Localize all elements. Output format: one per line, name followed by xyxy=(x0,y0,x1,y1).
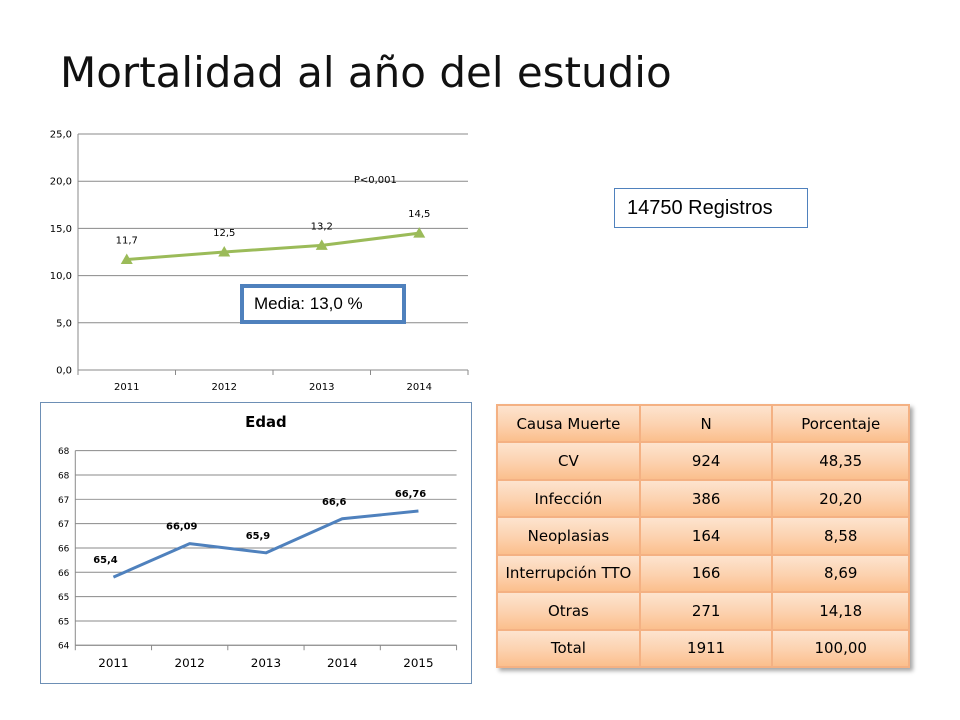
x-tick-label: 2014 xyxy=(327,656,357,670)
header-n: N xyxy=(639,405,773,443)
cell-porcentaje: 20,20 xyxy=(772,479,909,518)
y-tick-label: 67 xyxy=(58,520,69,530)
cell-causa: Otras xyxy=(497,592,640,630)
y-tick-label: 20,0 xyxy=(50,177,72,188)
cell-porcentaje: 8,58 xyxy=(772,517,909,555)
chart-title: Edad xyxy=(245,413,287,431)
y-tick-label: 65 xyxy=(58,617,69,627)
y-tick-label: 66 xyxy=(58,544,70,554)
data-point xyxy=(218,246,231,257)
y-tick-label: 66 xyxy=(58,569,70,579)
cell-n: 1911 xyxy=(639,629,773,667)
y-tick-label: 10,0 xyxy=(50,271,72,282)
header-porcentaje: Porcentaje xyxy=(772,405,909,443)
registros-box: 14750 Registros xyxy=(614,188,808,228)
y-tick-label: 65 xyxy=(58,593,69,603)
x-tick-label: 2012 xyxy=(175,656,205,670)
series-line xyxy=(126,231,420,262)
causa-muerte-table: Causa Muerte N Porcentaje CV 924 48,35 I… xyxy=(496,404,910,668)
y-tick-label: 25,0 xyxy=(50,130,72,141)
y-tick-label: 64 xyxy=(58,642,70,652)
data-point xyxy=(120,253,133,265)
x-tick-label: 2014 xyxy=(407,382,432,393)
data-label: 12,5 xyxy=(213,228,235,239)
y-tick-label: 68 xyxy=(58,447,70,457)
cell-n: 386 xyxy=(639,479,773,518)
data-label: 66,76 xyxy=(395,489,426,500)
cell-n: 166 xyxy=(639,554,773,593)
cell-n: 924 xyxy=(639,442,773,480)
y-tick-label: 15,0 xyxy=(50,224,72,235)
cell-causa: Total xyxy=(497,629,640,667)
mortality-line-chart: 0,0 5,0 10,0 15,0 20,0 25,0 2011 2012 2013 2014 11… xyxy=(50,130,469,393)
cell-porcentaje: 8,69 xyxy=(772,554,909,593)
y-tick-label: 0,0 xyxy=(56,366,72,377)
x-tick-label: 2012 xyxy=(212,382,237,393)
data-point xyxy=(413,227,426,238)
edad-line-chart: Edad 64 65 65 66 66 67 67 68 68 2011 2012 2013 2014 20… xyxy=(40,402,472,684)
x-tick-label: 2013 xyxy=(309,382,334,393)
table-row: Otras 271 14,18 xyxy=(497,592,909,630)
p-value-annotation: P<0,001 xyxy=(354,175,397,186)
y-tick-label: 68 xyxy=(58,471,70,481)
y-tick-label: 5,0 xyxy=(56,318,72,329)
data-label: 65,9 xyxy=(246,531,271,542)
table-row: Infección 386 20,20 xyxy=(497,479,909,518)
media-box: Media: 13,0 % xyxy=(240,284,406,324)
x-tick-label: 2015 xyxy=(403,656,433,670)
cell-porcentaje: 14,18 xyxy=(772,592,909,630)
cell-causa: Infección xyxy=(497,479,640,518)
series-line xyxy=(112,509,419,579)
x-tick-label: 2013 xyxy=(251,656,281,670)
table-row: Interrupción TTO 166 8,69 xyxy=(497,554,909,593)
data-label: 11,7 xyxy=(116,236,138,247)
data-point xyxy=(315,239,328,250)
data-label: 66,6 xyxy=(322,497,347,508)
table-row: CV 924 48,35 xyxy=(497,442,909,480)
cell-n: 164 xyxy=(639,517,773,555)
cell-causa: CV xyxy=(497,442,640,480)
cell-porcentaje: 48,35 xyxy=(772,442,909,480)
cell-porcentaje: 100,00 xyxy=(772,629,909,667)
x-tick-label: 2011 xyxy=(98,656,128,670)
data-label: 13,2 xyxy=(311,221,333,232)
y-tick-label: 67 xyxy=(58,496,69,506)
table-header-row: Causa Muerte N Porcentaje xyxy=(497,405,909,443)
data-label: 14,5 xyxy=(408,209,430,220)
cell-causa: Neoplasias xyxy=(497,517,640,555)
table-row: Total 1911 100,00 xyxy=(497,629,909,667)
cell-causa: Interrupción TTO xyxy=(497,554,640,593)
slide-title: Mortalidad al año del estudio xyxy=(60,48,672,97)
table-row: Neoplasias 164 8,58 xyxy=(497,517,909,555)
cell-n: 271 xyxy=(639,592,773,630)
header-causa: Causa Muerte xyxy=(497,405,640,443)
data-label: 66,09 xyxy=(166,522,197,533)
data-label: 65,4 xyxy=(93,555,118,566)
x-tick-label: 2011 xyxy=(114,382,139,393)
